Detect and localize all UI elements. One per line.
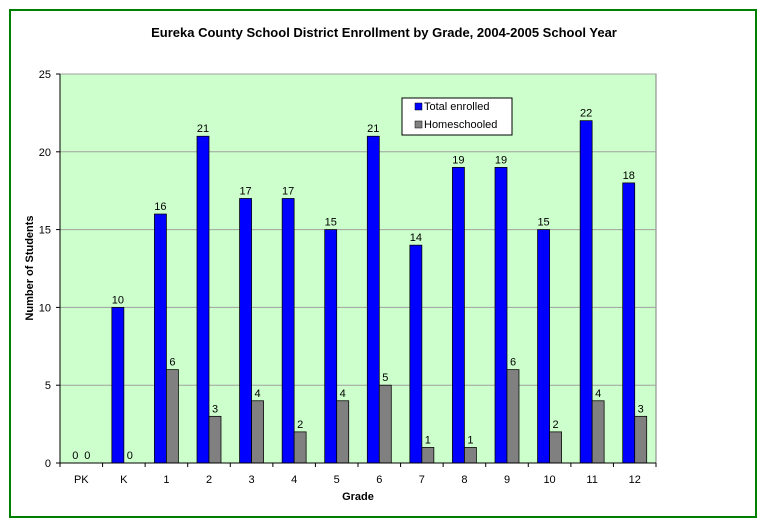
bar-total-enrolled bbox=[154, 213, 167, 464]
x-tick-label: 9 bbox=[504, 474, 510, 486]
y-tick-label: 15 bbox=[39, 225, 51, 237]
y-tick-label: 20 bbox=[39, 147, 51, 159]
legend-label-homeschooled: Homeschooled bbox=[424, 119, 497, 131]
x-tick-label: 1 bbox=[163, 474, 169, 486]
x-tick-label: K bbox=[120, 474, 128, 486]
y-tick-label: 25 bbox=[39, 69, 51, 81]
data-label-total-enrolled: 19 bbox=[495, 154, 507, 166]
legend-swatch-total bbox=[414, 102, 423, 111]
bar-homeschooled bbox=[464, 447, 477, 464]
data-label-total-enrolled: 14 bbox=[410, 232, 422, 244]
data-labels: 0 010016621317417215421514119119615222418… bbox=[72, 108, 644, 462]
bar-total-enrolled bbox=[239, 198, 252, 464]
bar-homeschooled bbox=[336, 400, 350, 464]
data-label-homeschooled: 0 bbox=[127, 450, 133, 462]
data-label-total-enrolled: 17 bbox=[282, 185, 294, 197]
data-label-total-enrolled: 10 bbox=[112, 294, 124, 306]
data-label-homeschooled: 5 bbox=[382, 372, 388, 384]
x-axis-label: Grade bbox=[342, 491, 374, 503]
data-label-total-enrolled: 21 bbox=[197, 123, 209, 135]
data-label-total-enrolled: 17 bbox=[239, 185, 251, 197]
data-label-total-enrolled: 15 bbox=[325, 217, 337, 229]
x-tick-label: 2 bbox=[206, 474, 212, 486]
x-tick-label: 6 bbox=[376, 474, 382, 486]
x-tick-label: 10 bbox=[543, 474, 555, 486]
bar-total-enrolled bbox=[537, 229, 550, 464]
data-label-homeschooled: 1 bbox=[425, 434, 431, 446]
x-tick-label: 12 bbox=[629, 474, 641, 486]
bar-homeschooled bbox=[506, 369, 520, 464]
x-tick-label: 4 bbox=[291, 474, 297, 486]
y-axis-label: Number of Students bbox=[24, 215, 36, 320]
x-tick-label: 11 bbox=[586, 474, 597, 486]
data-label-homeschooled: 3 bbox=[212, 403, 218, 415]
x-tick-label: 5 bbox=[334, 474, 340, 486]
bar-total-enrolled bbox=[409, 244, 423, 464]
data-label-homeschooled: 4 bbox=[595, 388, 601, 400]
data-label-homeschooled: 2 bbox=[297, 419, 303, 431]
data-label-homeschooled: 0 bbox=[84, 450, 90, 462]
bar-total-enrolled bbox=[324, 229, 338, 464]
data-label-total-enrolled: 22 bbox=[580, 108, 592, 120]
bars bbox=[111, 120, 648, 464]
bar-total-enrolled bbox=[111, 307, 125, 464]
legend-label-total: Total enrolled bbox=[424, 101, 489, 113]
data-label-total-enrolled: 19 bbox=[452, 154, 464, 166]
bar-homeschooled bbox=[549, 431, 562, 464]
chart-title: Eureka County School District Enrollment… bbox=[151, 25, 617, 40]
bar-total-enrolled bbox=[196, 135, 210, 464]
x-tick-label: PK bbox=[74, 474, 89, 486]
data-label-homeschooled: 6 bbox=[169, 357, 175, 369]
data-label-homeschooled: 1 bbox=[467, 434, 473, 446]
bar-total-enrolled bbox=[579, 120, 593, 464]
x-tick-label: 3 bbox=[249, 474, 255, 486]
data-label-homeschooled: 6 bbox=[510, 357, 516, 369]
bar-total-enrolled bbox=[281, 198, 295, 464]
bar-homeschooled bbox=[208, 415, 222, 464]
data-label-total-enrolled: 21 bbox=[367, 123, 379, 135]
y-tick-label: 0 bbox=[45, 458, 51, 470]
plot-area bbox=[59, 73, 657, 464]
bar-homeschooled bbox=[634, 415, 648, 464]
data-label-total-enrolled: 0 bbox=[72, 450, 78, 462]
bar-homeschooled bbox=[166, 369, 179, 464]
y-tick-label: 5 bbox=[45, 380, 51, 392]
data-label-homeschooled: 2 bbox=[553, 419, 559, 431]
data-label-homeschooled: 3 bbox=[638, 403, 644, 415]
bar-homeschooled bbox=[293, 431, 307, 464]
data-label-total-enrolled: 18 bbox=[623, 170, 635, 182]
legend: Total enrolled Homeschooled bbox=[401, 97, 513, 136]
bar-total-enrolled bbox=[494, 166, 508, 464]
bar-homeschooled bbox=[591, 400, 605, 464]
bar-total-enrolled bbox=[366, 135, 380, 464]
bar-homeschooled bbox=[378, 384, 392, 464]
data-label-homeschooled: 4 bbox=[340, 388, 346, 400]
x-tick-label: 7 bbox=[419, 474, 425, 486]
data-label-homeschooled: 4 bbox=[255, 388, 261, 400]
data-label-total-enrolled: 15 bbox=[537, 217, 549, 229]
x-tick-label: 8 bbox=[461, 474, 467, 486]
bar-homeschooled bbox=[421, 447, 435, 464]
bar-homeschooled bbox=[251, 400, 264, 464]
legend-swatch-homeschooled bbox=[414, 120, 423, 129]
bar-total-enrolled bbox=[622, 182, 636, 464]
data-label-total-enrolled: 16 bbox=[154, 201, 166, 213]
y-tick-label: 10 bbox=[39, 302, 51, 314]
bar-total-enrolled bbox=[452, 166, 465, 464]
